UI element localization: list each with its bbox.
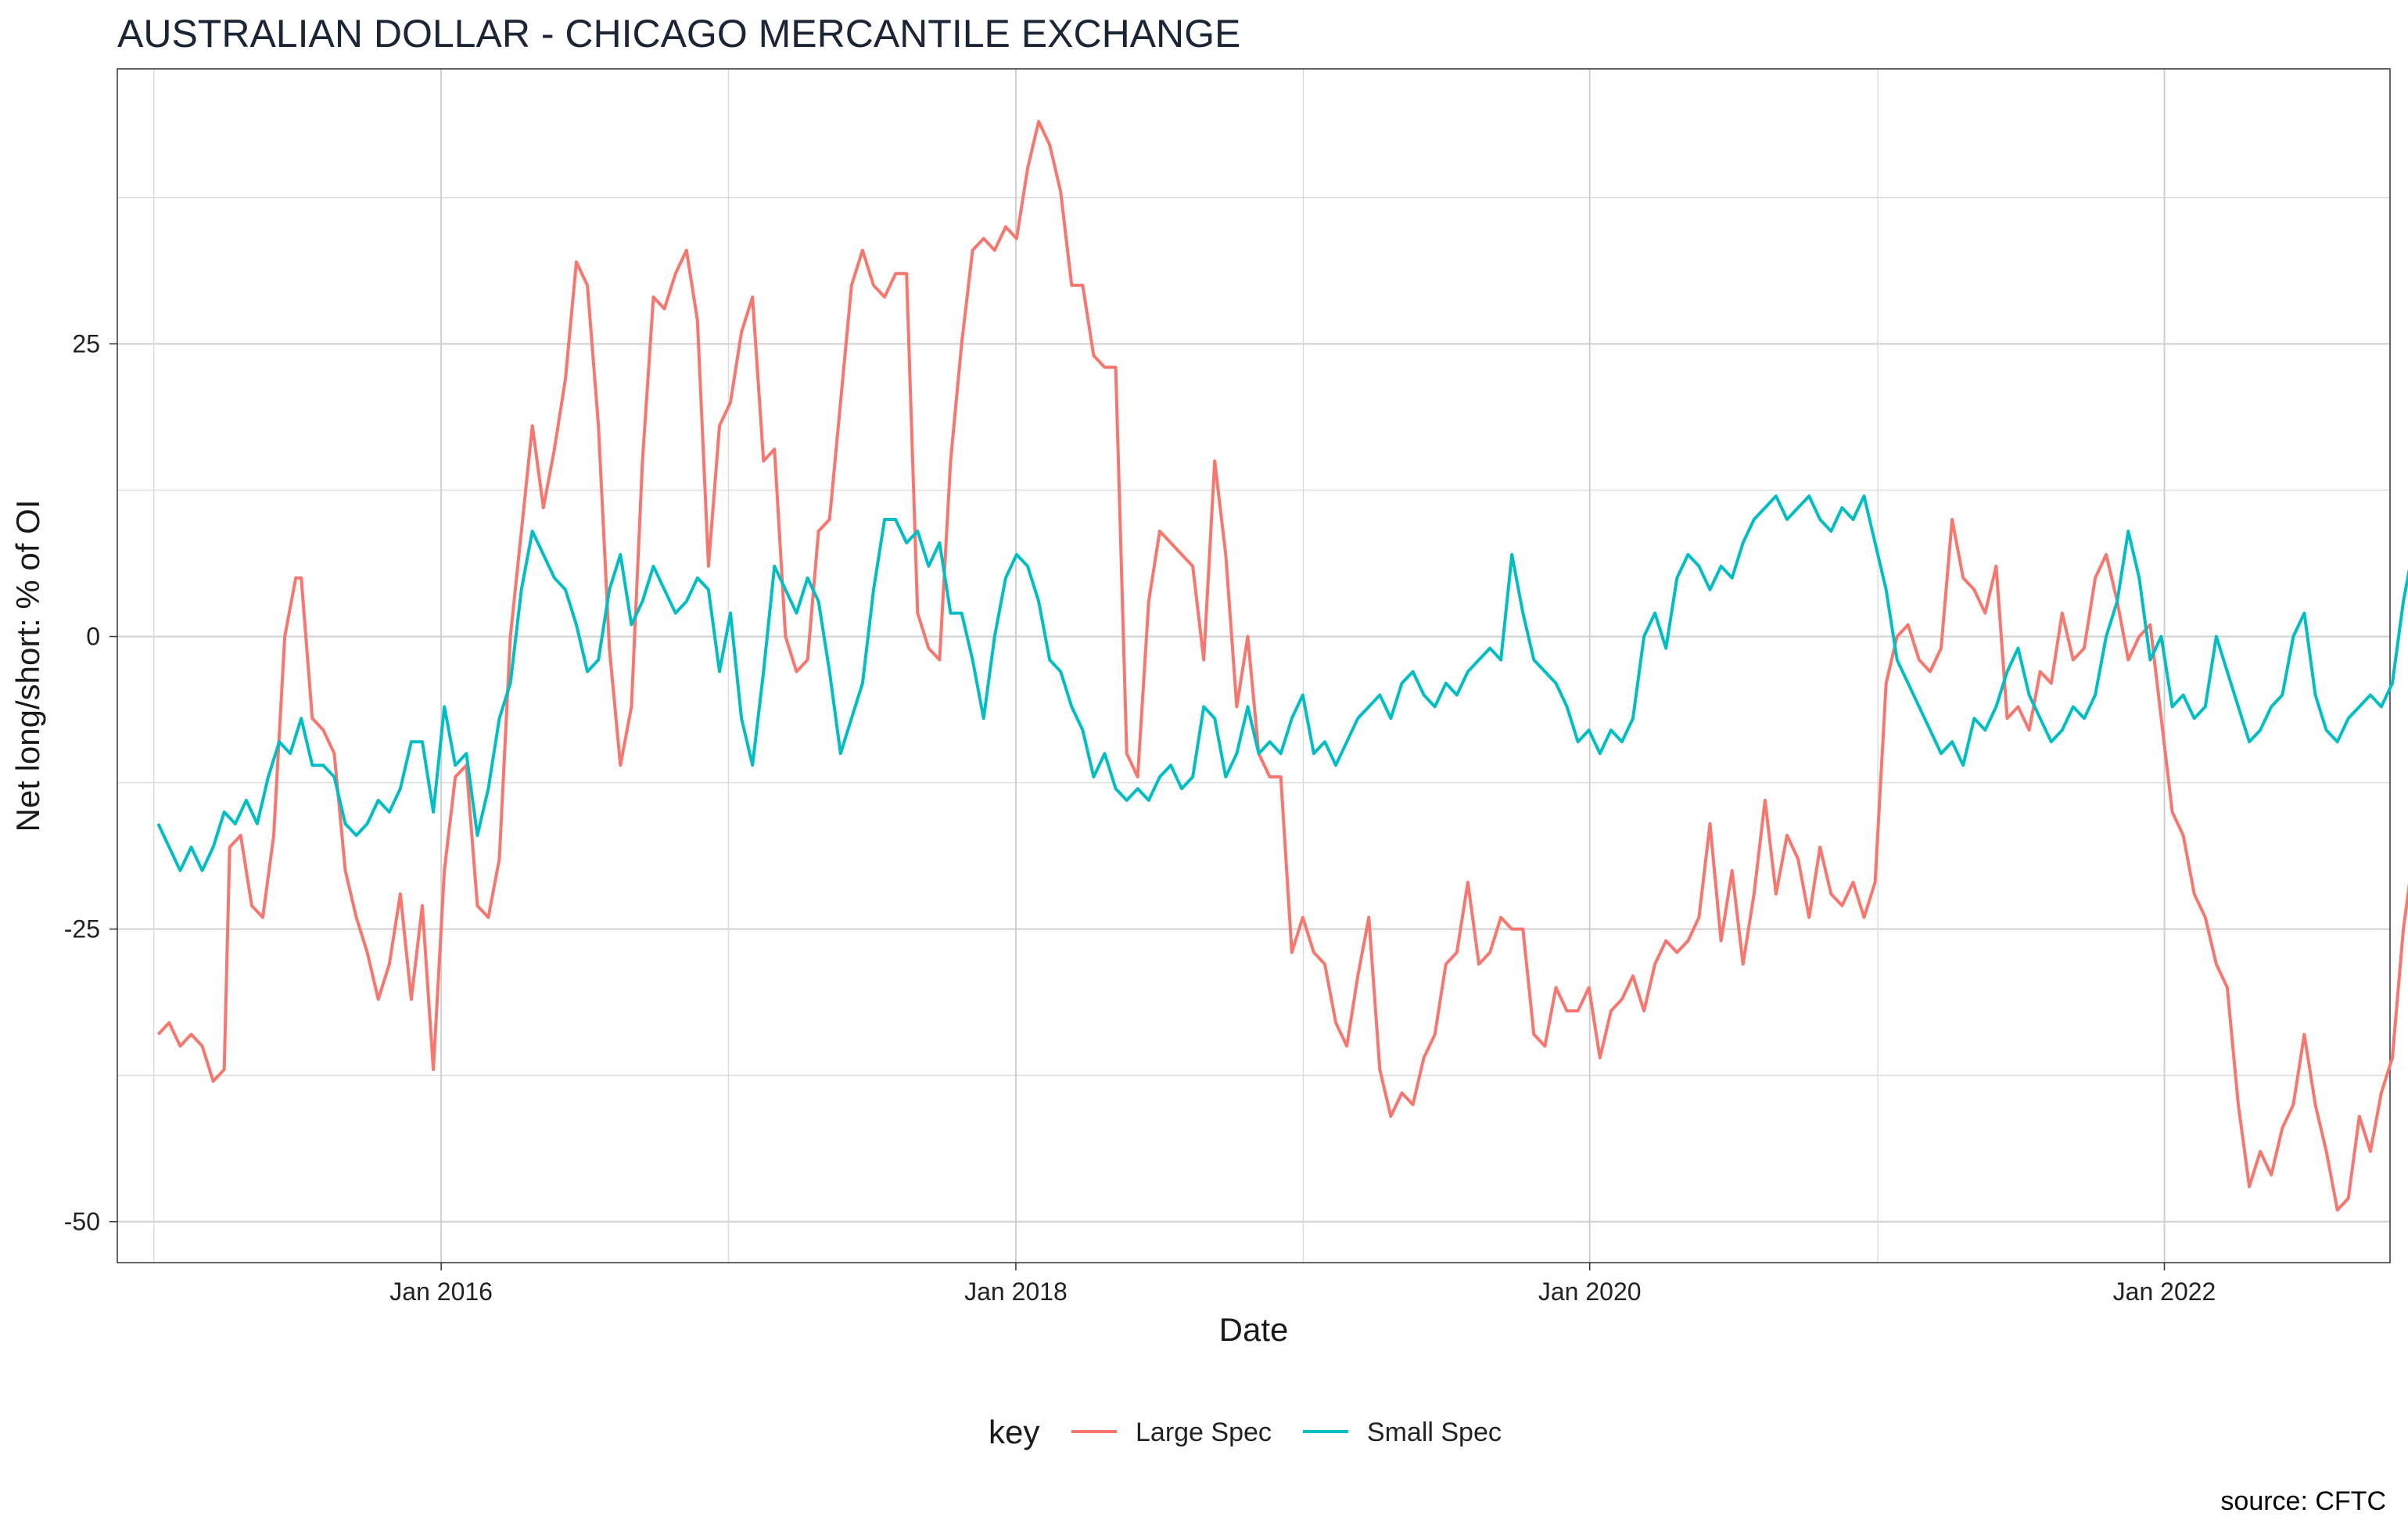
x-tick-label: Jan 2020 — [1538, 1277, 1642, 1306]
grid — [117, 69, 2390, 1263]
x-axis-title: Date — [1219, 1311, 1289, 1348]
y-axis-title: Net long/short: % of OI — [9, 500, 46, 832]
x-tick-label: Jan 2016 — [389, 1277, 493, 1306]
y-axis: -50 -25 0 25 — [64, 330, 117, 1236]
legend: key Large Spec Small Spec — [989, 1414, 1502, 1450]
panel-border — [117, 68, 2391, 1263]
y-tick-label: 0 — [86, 623, 100, 651]
legend-label-small-spec: Small Spec — [1367, 1418, 1502, 1447]
x-tick-label: Jan 2022 — [2113, 1277, 2216, 1306]
legend-items: Large Spec Small Spec — [1071, 1418, 1502, 1447]
series-layer — [156, 120, 2408, 1212]
legend-label-large-spec: Large Spec — [1136, 1418, 1272, 1447]
x-tick-label: Jan 2018 — [964, 1277, 1068, 1306]
y-tick-label: -25 — [64, 915, 100, 943]
series-line-small-spec — [156, 494, 2408, 872]
legend-title: key — [989, 1414, 1039, 1450]
chart-title: AUSTRALIAN DOLLAR - CHICAGO MERCANTILE E… — [117, 12, 1241, 56]
series-line-large-spec — [156, 120, 2408, 1212]
y-tick-label: 25 — [72, 330, 100, 358]
x-axis: Jan 2016 Jan 2018 Jan 2020 Jan 2022 — [389, 1263, 2216, 1306]
y-tick-label: -50 — [64, 1208, 100, 1236]
caption: source: CFTC — [2220, 1486, 2386, 1516]
plot-panel — [117, 68, 2408, 1263]
